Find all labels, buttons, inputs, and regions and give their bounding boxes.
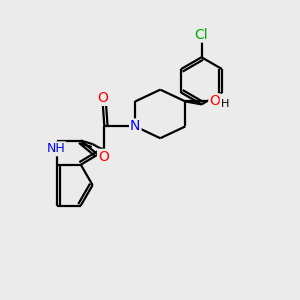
Text: N: N [130,119,140,134]
Text: H: H [220,99,229,109]
Text: O: O [98,91,108,105]
Text: Cl: Cl [195,28,208,42]
Text: NH: NH [46,142,65,155]
Text: O: O [98,150,109,164]
Text: O: O [209,94,220,108]
